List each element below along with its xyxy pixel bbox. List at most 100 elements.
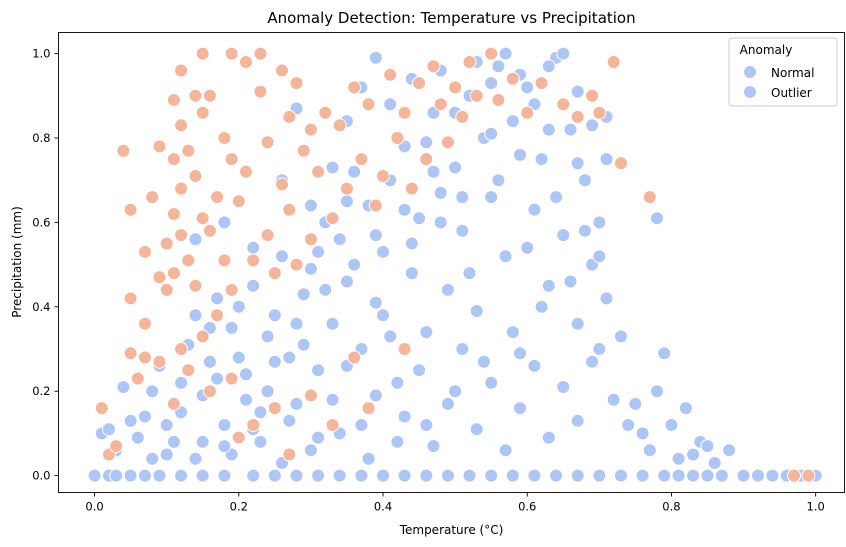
y-tick-label-5: 1.0 — [32, 47, 50, 61]
point-outlier-38 — [210, 190, 225, 205]
point-outlier-29 — [188, 88, 203, 103]
point-normal-162 — [296, 337, 311, 352]
point-normal-101 — [541, 278, 556, 293]
point-normal-31 — [700, 468, 715, 483]
point-normal-55 — [210, 291, 225, 306]
point-normal-200 — [476, 354, 491, 369]
point-normal-3 — [123, 468, 138, 483]
point-normal-119 — [650, 384, 664, 399]
point-normal-214 — [592, 249, 607, 264]
point-normal-173 — [455, 342, 470, 356]
point-normal-103 — [556, 228, 571, 243]
point-normal-155 — [195, 434, 210, 449]
point-normal-84 — [419, 325, 434, 340]
point-outlier-82 — [448, 80, 463, 95]
point-normal-118 — [642, 443, 657, 458]
point-outlier-99 — [202, 384, 217, 399]
point-outlier-48 — [246, 253, 261, 268]
point-outlier-92 — [570, 109, 585, 124]
point-outlier-31 — [188, 278, 203, 293]
point-normal-67 — [296, 287, 311, 302]
point-normal-188 — [318, 282, 333, 297]
point-normal-211 — [159, 447, 174, 462]
point-normal-169 — [397, 409, 412, 424]
point-normal-32 — [714, 468, 729, 483]
point-outlier-26 — [174, 342, 189, 356]
point-normal-146 — [484, 76, 499, 91]
legend-marker-outlier — [743, 85, 757, 99]
point-normal-2 — [109, 468, 124, 483]
point-normal-73 — [339, 274, 354, 289]
point-normal-132 — [246, 240, 261, 255]
y-tick-label-4: 0.8 — [32, 131, 50, 145]
point-normal-153 — [585, 118, 600, 133]
point-outlier-59 — [289, 257, 304, 272]
point-outlier-91 — [556, 97, 571, 112]
point-normal-35 — [765, 468, 780, 483]
point-outlier-74 — [390, 131, 405, 145]
point-normal-42 — [116, 380, 131, 394]
point-outlier-32 — [195, 46, 210, 61]
point-normal-48 — [159, 418, 174, 432]
y-tick-label-0: 0.0 — [32, 469, 50, 483]
point-normal-128 — [707, 456, 722, 470]
point-normal-152 — [570, 84, 585, 99]
point-normal-130 — [188, 232, 203, 247]
point-outlier-12 — [152, 139, 167, 154]
point-outlier-77 — [412, 76, 427, 91]
point-normal-127 — [700, 439, 715, 454]
point-outlier-14 — [152, 354, 167, 369]
point-normal-16 — [397, 468, 412, 483]
legend-marker-normal — [743, 65, 757, 79]
point-normal-106 — [577, 173, 592, 188]
point-outlier-101 — [246, 418, 261, 432]
point-normal-170 — [412, 363, 427, 378]
point-outlier-2 — [109, 439, 124, 454]
point-normal-43 — [123, 413, 138, 428]
point-outlier-13 — [152, 270, 167, 285]
point-normal-52 — [188, 308, 203, 323]
point-normal-218 — [484, 126, 499, 141]
point-normal-0 — [87, 468, 102, 483]
point-normal-40 — [102, 422, 116, 437]
point-normal-23 — [549, 468, 564, 483]
point-outlier-73 — [383, 67, 398, 82]
point-normal-46 — [145, 384, 160, 399]
point-normal-179 — [541, 430, 556, 445]
point-normal-20 — [484, 468, 499, 483]
point-outlier-27 — [181, 143, 196, 158]
point-outlier-100 — [224, 371, 239, 386]
point-normal-220 — [426, 164, 441, 179]
point-normal-199 — [505, 325, 520, 340]
point-normal-154 — [599, 152, 614, 167]
point-normal-123 — [671, 451, 686, 466]
point-normal-86 — [433, 185, 448, 200]
point-outlier-70 — [361, 97, 376, 112]
point-normal-25 — [592, 468, 607, 483]
point-normal-33 — [736, 468, 751, 483]
point-outlier-67 — [339, 181, 354, 196]
point-outlier-98 — [181, 363, 196, 378]
point-normal-11 — [289, 468, 304, 483]
point-normal-198 — [534, 299, 549, 314]
point-outlier-97 — [642, 190, 657, 205]
point-normal-6 — [174, 468, 189, 483]
point-normal-217 — [513, 147, 527, 162]
point-normal-10 — [267, 468, 282, 483]
point-normal-19 — [462, 468, 477, 483]
point-normal-191 — [404, 236, 419, 251]
point-normal-222 — [368, 228, 383, 243]
point-normal-197 — [577, 223, 592, 238]
point-outlier-55 — [275, 177, 289, 192]
point-normal-129 — [722, 443, 737, 458]
point-normal-14 — [354, 468, 369, 483]
point-normal-66 — [289, 396, 304, 411]
point-normal-59 — [239, 367, 253, 382]
point-outlier-6 — [123, 346, 138, 361]
point-normal-24 — [570, 468, 585, 483]
point-outlier-96 — [614, 156, 628, 171]
point-normal-150 — [541, 59, 556, 74]
point-normal-64 — [275, 249, 289, 264]
point-outlier-8 — [138, 244, 152, 259]
